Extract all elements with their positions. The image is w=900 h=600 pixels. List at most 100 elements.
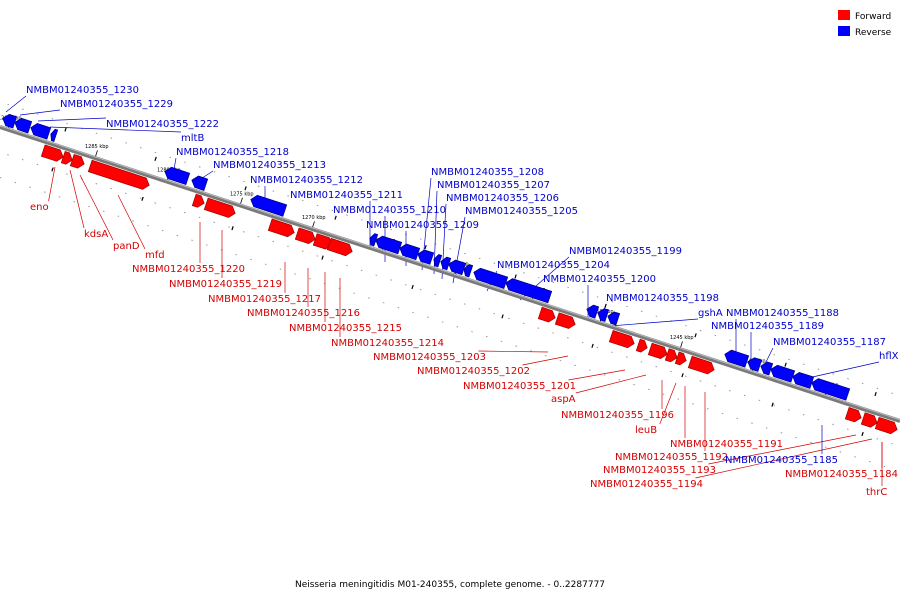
reverse-gene-label: NMBM01240355_1211	[290, 190, 403, 201]
reverse-gene-label: NMBM01240355_1205	[465, 206, 578, 217]
reverse-gene-label: NMBM01240355_1209	[366, 220, 479, 231]
forward-gene-arrow	[60, 150, 73, 165]
guide-mark	[424, 245, 427, 250]
forward-gene-label: NMBM01240355_1217	[208, 294, 321, 305]
reverse-gene-arrow	[433, 254, 443, 268]
reverse-gene-label: NMBM01240355_1187	[773, 337, 886, 348]
forward-gene-label: NMBM01240355_1216	[247, 308, 360, 319]
reverse-gene-arrow	[399, 243, 421, 261]
reverse-gene-label: NMBM01240355_1218	[176, 147, 289, 158]
reverse-gene-arrow	[440, 256, 452, 271]
scale-tick-label: 1270 kbp	[302, 215, 326, 221]
reverse-gene-label: NMBM01240355_1206	[446, 193, 559, 204]
reverse-gene-label: NMBM01240355_1222	[106, 119, 219, 130]
forward-gene-arrow	[203, 197, 236, 218]
reverse-gene-label: hflX	[879, 351, 899, 362]
forward-leader-line	[695, 438, 873, 479]
forward-gene-arrow	[87, 159, 150, 190]
forward-gene-arrow	[664, 348, 678, 363]
forward-gene-label: NMBM01240355_1196	[561, 410, 674, 421]
forward-gene-arrow	[267, 218, 295, 238]
reverse-gene-label: NMBM01240355_1212	[250, 175, 363, 186]
scale-tick	[312, 221, 315, 228]
forward-leader-line	[659, 382, 677, 425]
legend-label-forward: Forward	[855, 12, 891, 22]
reverse-gene-arrow	[50, 128, 59, 142]
scale-tick	[240, 197, 243, 204]
reverse-gene-arrow	[724, 349, 750, 368]
guide-mark	[154, 156, 157, 161]
forward-gene-label: NMBM01240355_1192	[615, 452, 728, 463]
guide-mark	[514, 274, 517, 279]
reverse-gene-arrow	[586, 304, 600, 319]
reverse-gene-arrow	[770, 364, 796, 383]
guide-mark	[784, 362, 787, 367]
scale-tick	[680, 341, 683, 348]
backbone-line	[0, 125, 900, 423]
forward-gene-arrow	[537, 306, 556, 323]
forward-gene-label: NMBM01240355_1193	[603, 465, 716, 476]
forward-leader-line	[79, 174, 114, 241]
forward-leader-line	[69, 169, 85, 229]
reverse-gene-label: NMBM01240355_1210	[333, 205, 446, 216]
reverse-gene-arrow	[191, 175, 209, 191]
forward-gene-label: mfd	[145, 250, 165, 261]
forward-leader-line	[575, 374, 647, 394]
guide-mark	[64, 127, 67, 132]
forward-gene-arrow	[554, 312, 576, 329]
forward-gene-label: leuB	[635, 425, 657, 436]
dotted-guide-lines	[0, 103, 900, 468]
reverse-gene-arrow	[14, 117, 33, 134]
scale-tick-label: 1245 kbp	[670, 335, 694, 341]
gene-labels: eno kdsA panD mfd NMBM01240355_1220 NMBM01240…	[26, 85, 899, 498]
forward-gene-label: NMBM01240355_1194	[590, 479, 703, 490]
reverse-gene-label: NMBM01240355_1204	[497, 260, 610, 271]
forward-gene-arrow	[844, 407, 862, 423]
reverse-gene-arrow	[164, 166, 191, 186]
guide-mark	[334, 215, 337, 220]
forward-gene-arrow	[40, 144, 64, 162]
guide-mark	[51, 167, 54, 172]
reverse-gene-arrow	[417, 249, 435, 265]
forward-gene-label: NMBM01240355_1202	[417, 366, 530, 377]
reverse-gene-arrow	[792, 372, 815, 389]
scale-tick-label: 1275 kbp	[230, 191, 254, 197]
forward-leader-line	[478, 350, 549, 353]
guide-mark	[591, 343, 594, 348]
reverse-gene-arrow	[747, 357, 763, 372]
reverse-leader-line	[5, 95, 27, 113]
forward-leader-line	[48, 166, 56, 202]
forward-gene-arrow	[647, 342, 668, 359]
reverse-gene-label: mltB	[181, 133, 204, 144]
reverse-gene-label: NMBM01240355_1188	[726, 308, 839, 319]
genome-backbone	[0, 125, 900, 423]
forward-gene-arrow	[326, 237, 353, 257]
reverse-gene-arrow	[463, 264, 474, 278]
reverse-gene-label: NMBM01240355_1208	[431, 167, 544, 178]
reverse-leader-line	[37, 117, 107, 122]
forward-gene-label: NMBM01240355_1201	[463, 381, 576, 392]
legend-swatch-forward	[838, 10, 850, 20]
reverse-gene-label: NMBM01240355_1213	[213, 160, 326, 171]
forward-gene-label: eno	[30, 202, 49, 213]
guide-mark	[771, 402, 774, 407]
forward-gene-label: NMBM01240355_1191	[670, 439, 783, 450]
reverse-gene-arrow	[597, 308, 610, 322]
forward-gene-arrow	[674, 351, 687, 366]
forward-gene-arrow	[874, 416, 898, 435]
reverse-gene-arrow	[505, 278, 553, 304]
forward-gene-label: kdsA	[84, 229, 108, 240]
reverse-gene-arrow	[375, 235, 403, 255]
guide-mark	[244, 186, 247, 191]
reverse-leader-line	[19, 109, 61, 116]
forward-gene-arrow	[191, 193, 205, 208]
legend-label-reverse: Reverse	[855, 28, 892, 38]
reverse-leader-line	[609, 318, 699, 327]
forward-gene-label: NMBM01240355_1184	[785, 469, 898, 480]
genome-caption: Neisseria meningitidis M01-240355, compl…	[295, 580, 605, 590]
guide-mark	[874, 392, 877, 397]
forward-gene-arrow	[69, 153, 85, 169]
guide-mark	[501, 314, 504, 319]
guide-mark	[411, 284, 414, 290]
